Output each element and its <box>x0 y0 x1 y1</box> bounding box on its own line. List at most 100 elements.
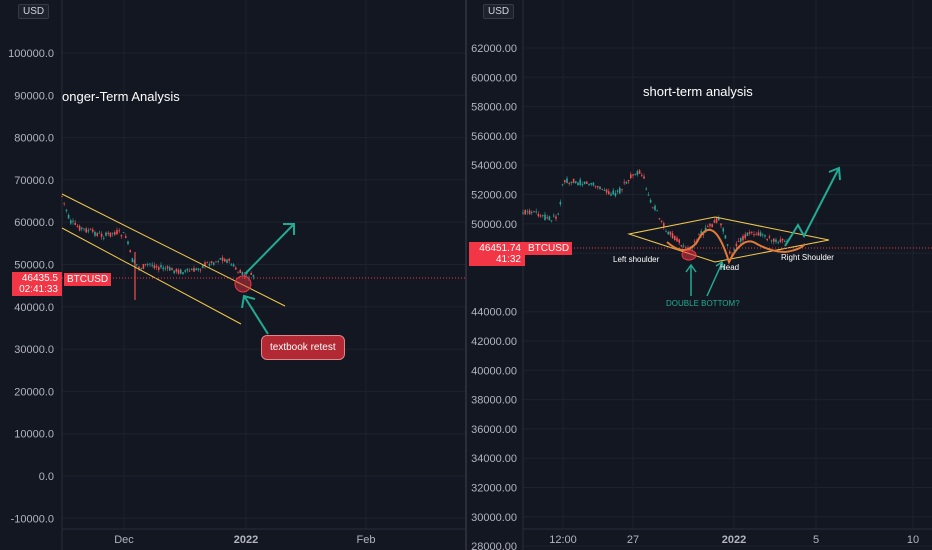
left-chart-canvas[interactable]: 100000.0 90000.0 80000.0 70000.0 60000.0 5000… <box>0 0 465 550</box>
candle-body <box>105 232 107 236</box>
candle-body <box>693 241 696 242</box>
candle-body <box>208 263 211 266</box>
price-tick-label: 40000.00 <box>471 365 517 377</box>
candle-body <box>768 236 771 238</box>
time-tick-label: 12:00 <box>549 534 577 546</box>
candle-body <box>759 232 762 237</box>
candle-body <box>645 188 647 190</box>
candle-body <box>781 238 784 241</box>
candle-body <box>120 235 123 237</box>
candle-body <box>735 243 738 247</box>
candle-body <box>671 233 674 239</box>
candle-body <box>610 193 612 196</box>
right-chart-pane[interactable]: 62000.00 60000.00 58000.00 56000.00 54000.00… <box>467 0 932 550</box>
candle-body <box>81 227 83 229</box>
candle-body <box>524 210 526 215</box>
head-shoulders-curve[interactable] <box>666 229 806 265</box>
retest-arrow[interactable] <box>241 294 269 335</box>
candle-body <box>559 201 562 205</box>
price-tick-label: 10000.0 <box>14 429 54 441</box>
candle-body <box>619 187 621 194</box>
candle-body <box>107 232 109 234</box>
candle-body <box>709 223 711 226</box>
time-tick-label: 10 <box>907 534 919 546</box>
retest-marker[interactable] <box>234 275 252 293</box>
price-tick-label: 38000.00 <box>471 395 517 407</box>
candle-body <box>94 231 96 236</box>
candle-body <box>698 233 700 235</box>
candle-body <box>213 262 215 265</box>
candle-body <box>78 225 81 231</box>
time-tick-label: 2022 <box>234 534 258 546</box>
candle-body <box>100 233 103 237</box>
candle-body <box>526 211 529 213</box>
symbol-tag: BTCUSD <box>64 273 112 286</box>
candle-body <box>680 245 683 247</box>
candle-body <box>616 190 619 192</box>
candle-body <box>601 189 603 190</box>
price-tick-label: 62000.00 <box>471 43 517 55</box>
candle-body <box>98 232 101 234</box>
candle-body <box>581 184 584 185</box>
candle-body <box>537 213 540 217</box>
candle-body <box>186 268 189 271</box>
price-tick-label: 56000.00 <box>471 131 517 143</box>
candle-body <box>643 176 645 179</box>
candle-body <box>535 211 537 213</box>
candle-body <box>85 228 87 233</box>
candle-body <box>188 270 191 272</box>
price-tick-label: 34000.00 <box>471 453 517 465</box>
double-bottom-marker[interactable] <box>681 249 697 261</box>
candle-body <box>221 257 224 261</box>
candle-body <box>103 238 105 239</box>
candle-body <box>663 223 665 228</box>
candle-body <box>138 266 140 269</box>
double-bottom-arrow-right[interactable] <box>706 260 725 297</box>
time-tick-label: Dec <box>114 534 134 546</box>
candle-body <box>766 238 768 241</box>
currency-badge[interactable]: USD <box>483 4 515 19</box>
pane-divider[interactable] <box>465 0 467 550</box>
price-tick-label: 80000.0 <box>14 133 54 145</box>
candle-body <box>733 249 735 251</box>
candle-body <box>590 183 592 185</box>
candle-body <box>553 215 555 217</box>
channel-lower-line[interactable] <box>61 227 242 325</box>
candle-body <box>555 216 557 219</box>
candle-body <box>572 178 575 184</box>
right-chart-canvas[interactable]: 62000.00 60000.00 58000.00 56000.00 54000.00… <box>467 0 932 550</box>
candle-body <box>636 171 639 175</box>
candle-body <box>149 263 151 265</box>
candle-body <box>144 263 147 265</box>
candle-body <box>193 268 195 272</box>
candle-body <box>158 267 160 270</box>
candle-body <box>533 211 535 212</box>
candle-body <box>676 237 678 242</box>
last-price: 46435.5 <box>21 273 58 284</box>
price-tick-label: 60000.0 <box>14 217 54 229</box>
double-bottom-label: DOUBLE BOTTOM? <box>666 299 740 308</box>
left-shoulder-label: Left shoulder <box>613 255 660 264</box>
candle-body <box>597 186 599 188</box>
candle-body <box>561 184 564 186</box>
retest-note[interactable]: textbook retest <box>261 335 345 360</box>
candle-body <box>762 234 764 236</box>
candle-body <box>206 262 208 264</box>
time-tick-label: 2022 <box>722 534 746 546</box>
candle-body <box>566 178 568 184</box>
candle-body <box>740 237 742 242</box>
candle-body <box>226 259 228 263</box>
channel-upper-line[interactable] <box>61 193 286 307</box>
candle-body <box>252 275 255 277</box>
candle-body <box>649 199 652 203</box>
candle-body <box>164 268 167 270</box>
double-bottom-arrow-left[interactable] <box>685 263 697 296</box>
currency-badge[interactable]: USD <box>18 4 50 19</box>
candle-body <box>674 236 676 240</box>
breakout-arrow[interactable] <box>784 166 841 247</box>
up-arrow[interactable] <box>244 223 295 275</box>
left-chart-pane[interactable]: 100000.0 90000.0 80000.0 70000.0 60000.0 5000… <box>0 0 465 550</box>
candle-body <box>751 231 753 233</box>
candle-body <box>726 244 729 246</box>
candle-body <box>711 224 713 228</box>
